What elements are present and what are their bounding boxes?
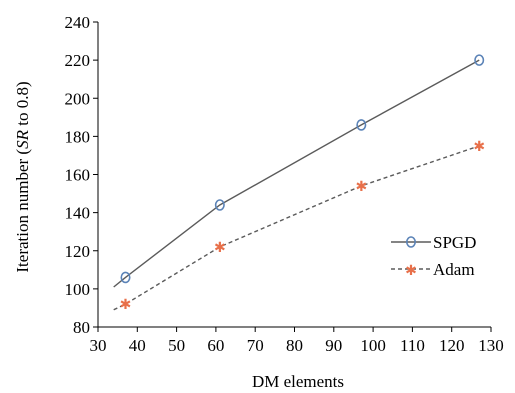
data-point-spgd (474, 54, 485, 66)
data-point-adam: ✱ (214, 240, 226, 256)
y-tick-label: 220 (65, 51, 91, 70)
data-point-adam: ✱ (120, 297, 132, 313)
series-layer: ✱ ✱ ✱ ✱ (113, 54, 485, 313)
y-tick-label: 180 (65, 127, 91, 146)
y-axis-title-prefix: Iteration number ( (13, 149, 32, 273)
y-tick-label: 240 (65, 13, 91, 32)
y-tick-label: 80 (73, 318, 90, 337)
x-tick-label: 90 (325, 336, 342, 355)
x-tick-label: 70 (247, 336, 264, 355)
series-line-spgd (113, 59, 480, 288)
data-point-adam: ✱ (473, 139, 485, 155)
data-point-spgd (214, 199, 225, 211)
y-axis-title: Iteration number (SR to 0.8) (13, 81, 32, 272)
x-tick-label: 100 (360, 336, 386, 355)
x-tick-label: 50 (168, 336, 185, 355)
legend-item-spgd: SPGD (391, 233, 476, 252)
y-axis-title-suffix: to 0.8) (13, 81, 32, 130)
data-point-adam: ✱ (355, 179, 367, 195)
series-line-adam (113, 145, 480, 311)
y-axis-title-italic: SR (13, 129, 32, 149)
y-ticks: 80 100 120 140 160 180 200 220 240 (65, 13, 98, 337)
y-tick-label: 100 (65, 280, 91, 299)
x-tick-label: 60 (207, 336, 224, 355)
x-axis-title: DM elements (252, 372, 344, 391)
x-tick-label: 40 (129, 336, 146, 355)
legend: SPGD ✱ Adam (391, 233, 476, 279)
x-tick-label: 80 (286, 336, 303, 355)
legend-marker-adam: ✱ (405, 263, 417, 279)
x-tick-label: 130 (478, 336, 504, 355)
legend-label-spgd: SPGD (433, 233, 476, 252)
data-point-spgd (120, 271, 131, 284)
y-tick-label: 140 (65, 204, 91, 223)
y-tick-label: 160 (65, 166, 91, 185)
axes (97, 22, 491, 328)
y-tick-label: 200 (65, 89, 91, 108)
y-tick-label: 120 (65, 242, 91, 261)
x-tick-label: 120 (439, 336, 465, 355)
x-ticks: 30 40 50 60 70 80 90 100 110 120 130 (90, 327, 504, 355)
legend-item-adam: ✱ Adam (391, 260, 475, 279)
x-tick-label: 30 (90, 336, 107, 355)
data-point-spgd (356, 119, 367, 131)
legend-label-adam: Adam (433, 260, 475, 279)
legend-marker-spgd (405, 236, 416, 248)
x-tick-label: 110 (400, 336, 425, 355)
